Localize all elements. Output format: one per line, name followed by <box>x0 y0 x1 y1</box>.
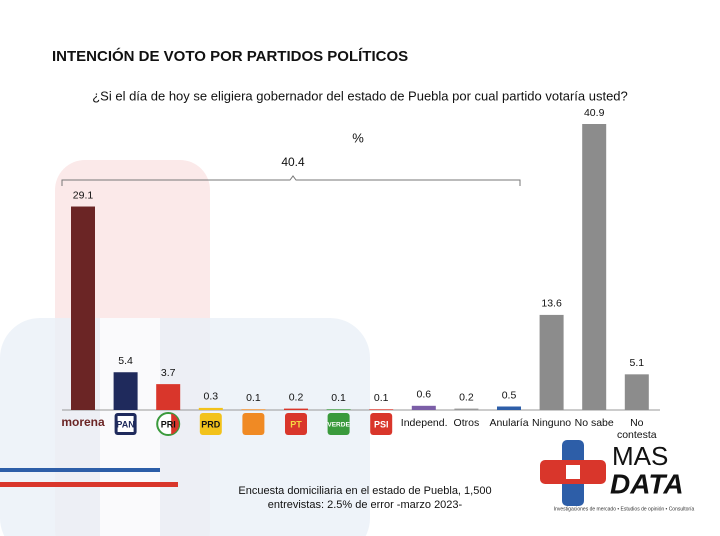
bar <box>326 409 351 410</box>
x-tick-label: Ninguno <box>532 417 572 429</box>
data-label: 0.1 <box>374 392 389 404</box>
x-tick-label: PRD <box>201 419 221 429</box>
party-logo: PAN <box>114 413 137 435</box>
bar <box>156 384 181 410</box>
data-label: 13.6 <box>541 298 562 310</box>
x-tick-label: morena <box>61 415 105 429</box>
data-label: 0.5 <box>502 389 517 401</box>
logo-inner <box>117 416 134 432</box>
party-logo: VERDE <box>327 413 350 435</box>
data-label: 40.9 <box>584 107 605 119</box>
logo-box <box>199 413 222 435</box>
stripe <box>0 468 160 472</box>
x-tick-label: Anularía <box>489 417 529 429</box>
brand-logo: MAS DATA Investigaciones de mercado • Es… <box>540 440 694 512</box>
party-logo: PSI <box>370 413 393 435</box>
source: entrevistas: 2.5% de error -marzo 2023- <box>268 499 463 511</box>
data-label: 0.1 <box>331 392 346 404</box>
party-logo: PRI <box>156 412 181 436</box>
data-label: 5.1 <box>629 357 644 369</box>
unit-label: % <box>352 130 364 145</box>
logo-shape <box>566 465 580 479</box>
logo-part <box>171 413 179 435</box>
party-logo: PRD <box>199 413 222 435</box>
logo-box <box>327 413 350 435</box>
party-logo: morena <box>61 415 105 429</box>
x-tick-label: PRI <box>161 419 176 429</box>
source: Encuesta domiciliaria en el estado de Pu… <box>238 485 491 497</box>
bar <box>539 314 564 410</box>
x-tick-label: PT <box>290 419 302 429</box>
data-label: 0.2 <box>289 391 304 403</box>
logo-box <box>242 413 265 435</box>
bar <box>71 206 95 410</box>
party-logo <box>242 413 265 435</box>
bar <box>241 409 266 410</box>
data-label: 0.6 <box>416 389 431 401</box>
bracket-label: 40.4 <box>281 155 305 169</box>
logo-text: MAS <box>612 441 668 471</box>
bar <box>411 405 436 410</box>
bar <box>582 124 607 410</box>
bar <box>198 407 223 410</box>
logo-box <box>370 413 393 435</box>
x-tick-label: VERDE <box>327 422 350 429</box>
bar <box>113 372 138 410</box>
chart-title: INTENCIÓN DE VOTO POR PARTIDOS POLÍTICOS <box>52 47 408 65</box>
bar <box>284 408 308 410</box>
bar <box>369 409 394 410</box>
data-label: 3.7 <box>161 367 176 379</box>
data-label: 0.3 <box>203 391 218 403</box>
bracket <box>61 175 521 186</box>
bar <box>454 408 479 410</box>
x-tick-label: Otros <box>453 417 480 429</box>
x-tick-label: PAN <box>116 419 134 429</box>
data-label: 0.1 <box>246 392 261 404</box>
party-logo: PT <box>285 413 307 435</box>
logo-tagline: Investigaciones de mercado • Estudios de… <box>554 506 695 512</box>
data-label: 5.4 <box>118 355 133 367</box>
x-tick-label: Independ. <box>400 417 448 429</box>
logo-text: DATA <box>610 468 684 499</box>
bar <box>497 406 521 410</box>
x-tick-label: PSI <box>374 419 389 429</box>
subtitle: ¿Si el día de hoy se eligiera gobernador… <box>92 88 628 103</box>
bar <box>624 374 649 410</box>
logo-box <box>285 413 307 435</box>
x-tick-label: No contesta <box>616 417 657 441</box>
data-label: 29.1 <box>73 189 94 201</box>
data-label: 0.2 <box>459 391 474 403</box>
stripe <box>0 482 178 487</box>
x-tick-label: No sabe <box>574 417 614 429</box>
